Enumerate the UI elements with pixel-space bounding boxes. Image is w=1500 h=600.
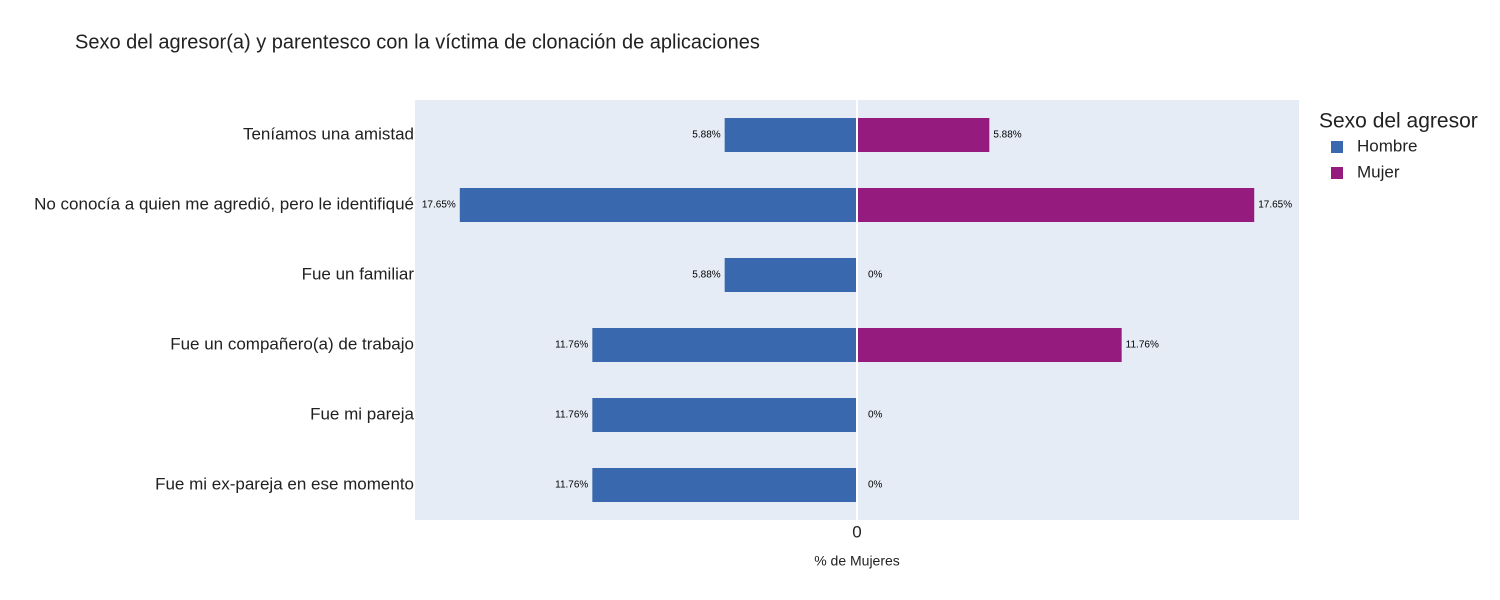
value-label: 11.76% (555, 480, 588, 491)
legend-label: Mujer (1357, 162, 1400, 181)
value-label: 0% (868, 410, 883, 421)
value-label: 0% (868, 270, 883, 281)
bar (592, 468, 857, 502)
x-tick-label: 0 (852, 522, 861, 541)
legend-title: Sexo del agresor (1319, 110, 1478, 133)
value-label: 17.65% (422, 200, 456, 211)
value-label: 5.88% (993, 130, 1021, 141)
y-tick-label: Fue un familiar (302, 264, 415, 283)
value-label: 11.76% (555, 340, 588, 351)
chart-title: Sexo del agresor(a) y parentesco con la … (75, 31, 760, 53)
y-tick-label: No conocía a quien me agredió, pero le i… (34, 194, 414, 213)
value-label: 0% (868, 480, 883, 491)
value-label: 5.88% (692, 270, 720, 281)
y-tick-label: Fue un compañero(a) de trabajo (170, 334, 414, 353)
y-tick-label: Fue mi pareja (310, 404, 414, 423)
legend-swatch (1331, 141, 1343, 153)
bar (592, 398, 857, 432)
bar (857, 118, 990, 152)
bar (857, 188, 1255, 222)
bar (857, 328, 1122, 362)
value-label: 5.88% (692, 130, 720, 141)
y-tick-label: Teníamos una amistad (243, 124, 414, 143)
bar (459, 188, 857, 222)
bar (724, 118, 857, 152)
bar (724, 258, 857, 292)
legend-label: Hombre (1357, 136, 1417, 155)
bar (592, 328, 857, 362)
y-tick-label: Fue mi ex-pareja en ese momento (155, 474, 414, 493)
value-label: 17.65% (1258, 200, 1292, 211)
value-label: 11.76% (555, 410, 588, 421)
value-label: 11.76% (1126, 340, 1159, 351)
x-axis-title: % de Mujeres (814, 553, 900, 569)
legend-swatch (1331, 167, 1343, 179)
